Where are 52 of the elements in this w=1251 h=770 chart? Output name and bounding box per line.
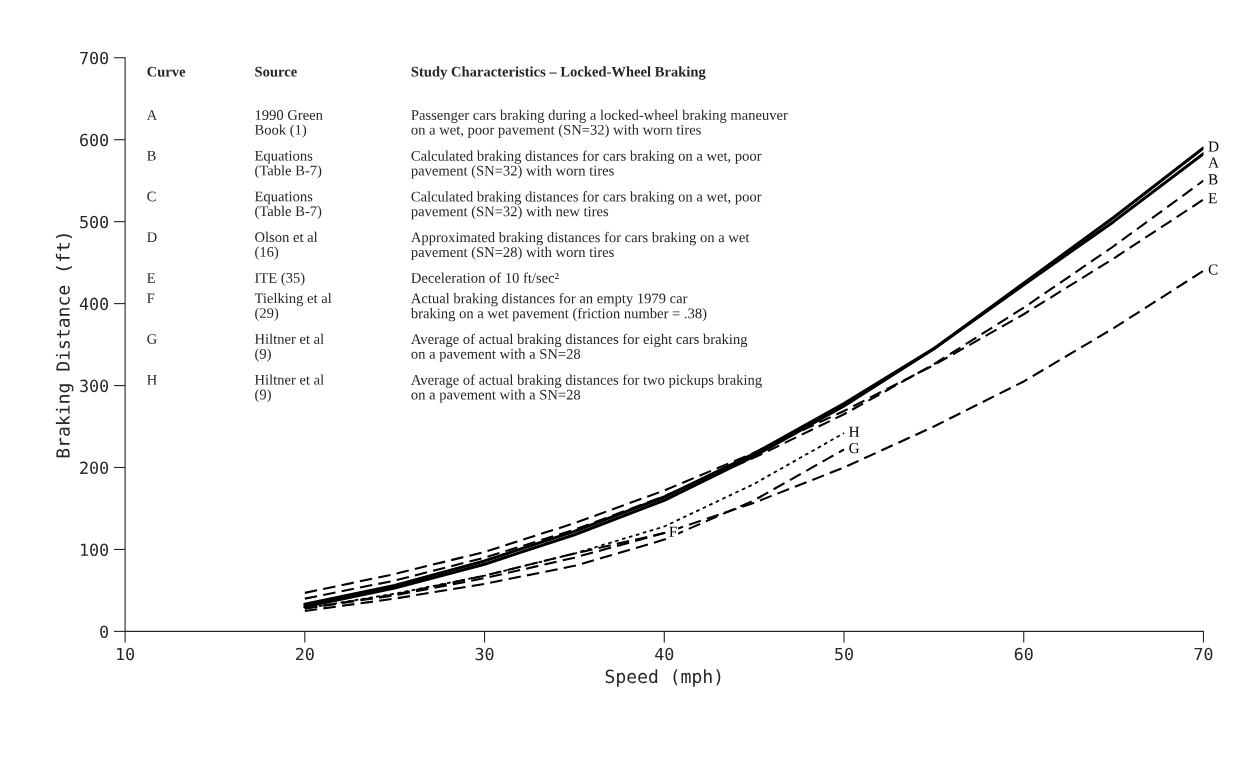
x-tick-label: 50 bbox=[835, 647, 853, 661]
series-label: A bbox=[1208, 157, 1219, 168]
y-tick-label: 300 bbox=[80, 379, 109, 393]
annotation: D bbox=[147, 232, 157, 242]
annotation: Hiltner et al (9) bbox=[254, 333, 324, 362]
series-label: B bbox=[1208, 174, 1218, 185]
series-label: D bbox=[1208, 141, 1219, 152]
annotation: F bbox=[147, 293, 155, 304]
x-tick-label: 30 bbox=[475, 647, 494, 661]
annotation: Equations (Table B-7) bbox=[254, 150, 322, 179]
annotation: Curve bbox=[147, 66, 186, 77]
y-tick-label: 0 bbox=[100, 625, 109, 639]
annotation: Tielking et al (29) bbox=[254, 292, 332, 321]
annotation: Calculated braking distances for cars braking on a wet, poor pavement (SN=32) with new tires bbox=[411, 191, 762, 220]
annotation: B bbox=[147, 150, 156, 161]
annotation: Average of actual braking distances for two pickups braking on a pavement with a SN=28 bbox=[411, 374, 762, 403]
x-tick-label: 10 bbox=[117, 647, 135, 661]
annotation: H bbox=[147, 374, 157, 385]
annotation: E bbox=[147, 273, 155, 283]
annotation: Study Characteristics – Locked-Wheel Braking bbox=[411, 66, 706, 80]
annotation: Approximated braking distances for cars braking on a wet pavement (SN=28) with worn tires bbox=[411, 231, 750, 261]
annotation: ITE (35) bbox=[255, 272, 305, 286]
annotation: Average of actual braking distances for eight cars braking on a pavement with a SN=28 bbox=[411, 333, 748, 362]
series-label: F bbox=[669, 526, 677, 537]
annotation: A bbox=[146, 110, 158, 120]
x-tick-label: 70 bbox=[1194, 647, 1213, 661]
series-label: C bbox=[1208, 264, 1218, 275]
annotation: Olson et al (16) bbox=[255, 231, 318, 260]
annotation: Hiltner et al (9) bbox=[254, 374, 324, 403]
annotation: G bbox=[147, 334, 157, 344]
series-label: G bbox=[849, 443, 860, 454]
y-tick-label: 400 bbox=[79, 297, 109, 311]
y-tick-label: 100 bbox=[81, 543, 109, 557]
annotation: Deceleration of 10 ft/sec² bbox=[411, 272, 559, 283]
x-tick-label: 20 bbox=[296, 647, 314, 661]
x-axis-title: Speed (mph) bbox=[605, 669, 721, 687]
annotation: Source bbox=[255, 66, 297, 77]
y-tick-label: 500 bbox=[80, 215, 109, 229]
y-tick-label: 200 bbox=[80, 461, 109, 475]
annotation: Equations (Table B-7) bbox=[254, 191, 322, 220]
x-tick-label: 40 bbox=[655, 647, 674, 661]
annotation: C bbox=[147, 191, 156, 202]
annotation: Actual braking distances for an empty 1979 car braking on a wet pavement (friction number = .38) bbox=[410, 292, 707, 322]
y-tick-label: 600 bbox=[80, 133, 109, 147]
x-tick-label: 60 bbox=[1014, 647, 1033, 661]
annotation: Calculated braking distances for cars braking on a wet, poor pavement (SN=32) with worn tires bbox=[411, 150, 762, 179]
annotation: 1990 Green Book (1) bbox=[254, 110, 323, 138]
annotation: Passenger cars braking during a locked-wheel braking maneuver on a wet, poor pavement (SN=32) with worn tires bbox=[411, 109, 788, 138]
y-tick-label: 700 bbox=[80, 51, 109, 65]
series-label: H bbox=[849, 426, 860, 437]
y-axis-title: Braking Distance (ft) bbox=[55, 234, 74, 458]
series-label: E bbox=[1208, 193, 1217, 204]
